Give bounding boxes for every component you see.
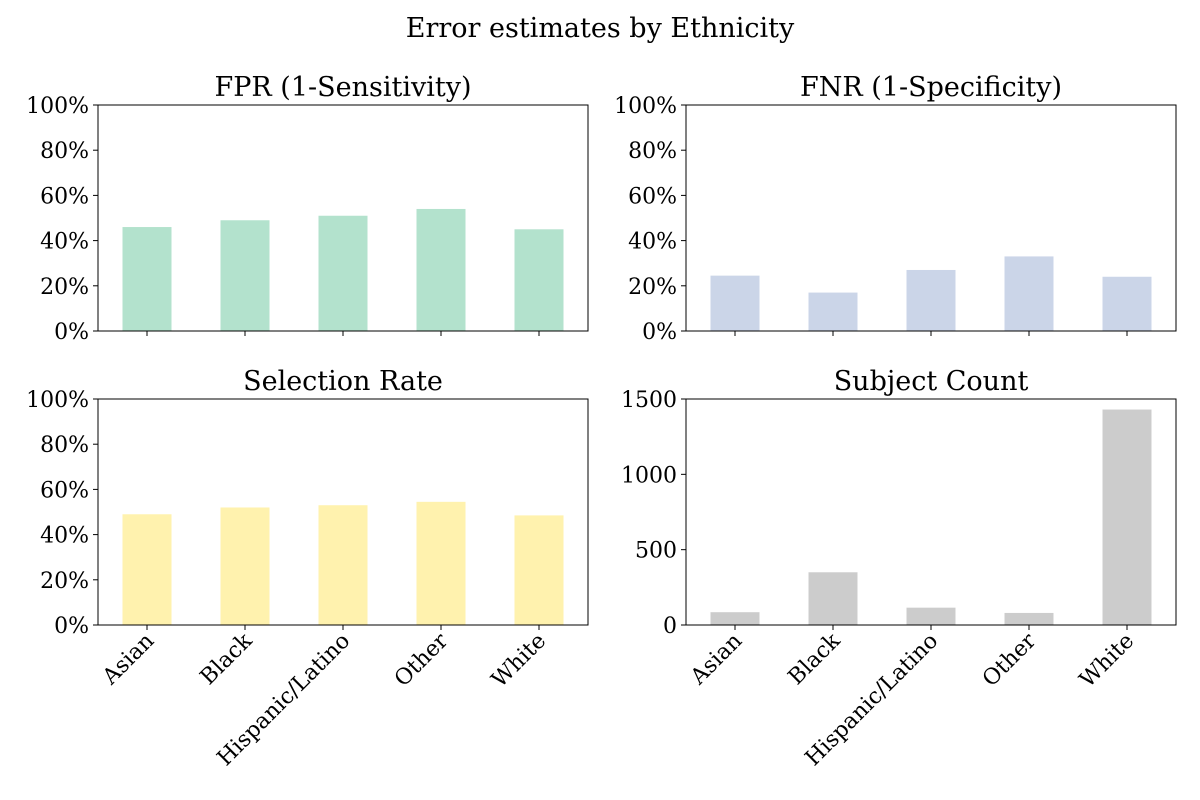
y-tick-label: 0% xyxy=(54,614,89,639)
x-tick-label: Asian xyxy=(97,629,159,691)
panels: FPR (1-Sensitivity)0%20%40%60%80%100%FNR… xyxy=(26,72,1177,771)
y-tick-label: 0% xyxy=(642,320,677,345)
bar-black xyxy=(808,572,858,625)
y-tick-label: 40% xyxy=(40,230,89,255)
bar-hispanic-latino xyxy=(906,269,956,331)
bar-black xyxy=(220,507,270,625)
y-tick-label: 0% xyxy=(54,320,89,345)
bar-white xyxy=(514,515,564,625)
y-tick-label: 100% xyxy=(26,388,89,413)
panel-selection-rate: Selection Rate 0% 20% 40% 60% 80% 100% Asian Bla… xyxy=(26,366,589,771)
y-tick-label: 100% xyxy=(614,94,677,119)
bar-white xyxy=(514,229,564,331)
panel-title: FPR (1-Sensitivity) xyxy=(214,72,471,103)
bar-white xyxy=(1102,276,1152,331)
panel-title: Subject Count xyxy=(834,366,1029,397)
x-tick-label: Asian xyxy=(685,629,747,691)
bar-other xyxy=(416,501,466,625)
y-tick-label: 40% xyxy=(40,524,89,549)
y-tick-label: 1000 xyxy=(621,463,677,488)
bar-hispanic-latino xyxy=(318,505,368,625)
bar-other xyxy=(1004,256,1054,331)
x-tick-label: Black xyxy=(784,628,846,690)
y-tick-label: 20% xyxy=(628,275,677,300)
y-tick-label: 60% xyxy=(40,184,89,209)
y-tick-label: 500 xyxy=(635,539,677,564)
bar-other xyxy=(1004,612,1054,625)
y-tick-label: 20% xyxy=(40,569,89,594)
y-tick-label: 20% xyxy=(40,275,89,300)
x-tick-label: Black xyxy=(196,628,258,690)
figure-title: Error estimates by Ethnicity xyxy=(406,13,795,44)
y-tick-label: 80% xyxy=(628,139,677,164)
panel-fnr-1-specificity: FNR (1-Specificity) 0% 20% 40% 60% 80% 100% xyxy=(614,72,1177,345)
y-tick-label: 1500 xyxy=(621,388,677,413)
bar-hispanic-latino xyxy=(906,607,956,625)
bar-white xyxy=(1102,409,1152,625)
bar-asian xyxy=(122,227,172,331)
x-tick-label: White xyxy=(1075,629,1139,693)
y-tick-label: 60% xyxy=(40,478,89,503)
x-tick-label: Other xyxy=(978,628,1042,692)
y-tick-label: 0 xyxy=(663,614,677,639)
x-tick-label: Other xyxy=(390,628,454,692)
bar-black xyxy=(808,292,858,331)
bar-asian xyxy=(122,514,172,625)
bar-hispanic-latino xyxy=(318,215,368,331)
y-tick-label: 40% xyxy=(628,230,677,255)
panel-fpr-1-sensitivity: FPR (1-Sensitivity) 0% 20% 40% 60% 80% 100% xyxy=(26,72,589,345)
bar-other xyxy=(416,208,466,331)
x-tick-label: White xyxy=(487,629,551,693)
bar-black xyxy=(220,220,270,331)
y-tick-label: 60% xyxy=(628,184,677,209)
bar-asian xyxy=(710,275,760,331)
bar-asian xyxy=(710,612,760,625)
panel-title: Selection Rate xyxy=(243,366,443,397)
panel-title: FNR (1-Specificity) xyxy=(800,72,1062,103)
y-tick-label: 80% xyxy=(40,139,89,164)
y-tick-label: 100% xyxy=(26,94,89,119)
y-tick-label: 80% xyxy=(40,433,89,458)
